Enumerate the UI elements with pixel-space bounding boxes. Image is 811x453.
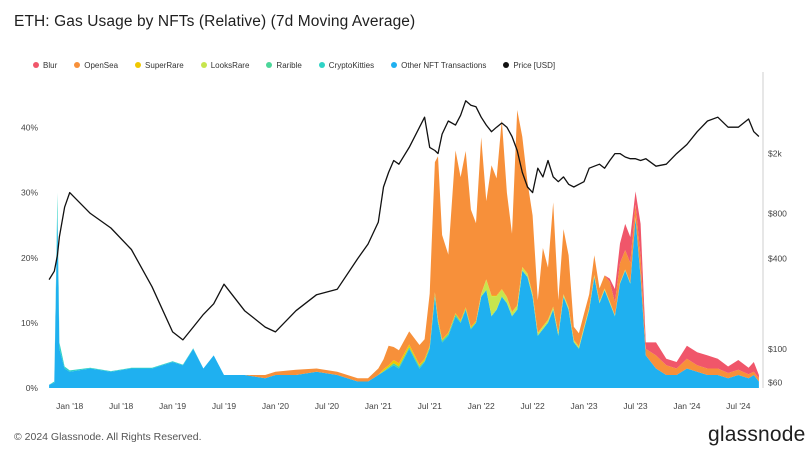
x-tick-label: Jul '21 [418,401,443,411]
y-right-tick-label: $100 [768,344,787,354]
copyright-text: © 2024 Glassnode. All Rights Reserved. [14,431,202,443]
legend-item-rarible[interactable]: Rarible [266,60,302,70]
legend-item-looksrare[interactable]: LooksRare [200,60,250,70]
legend-dot-price [503,62,510,68]
legend-item-blur[interactable]: Blur [33,61,57,70]
legend-item-price[interactable]: Price [USD] [503,61,555,70]
y-left-tick-label: 20% [21,253,38,263]
legend-item-superrare[interactable]: SuperRare [135,61,184,70]
legend-dot-opensea [74,62,81,68]
x-tick-label: Jan '21 [365,401,392,411]
legend-item-cryptokitties[interactable]: CryptoKitties [318,60,375,70]
x-tick-label: Jan '23 [570,401,597,411]
legend-item-other-nft[interactable]: Other NFT Transactions [391,61,486,70]
legend-dot-other-nft [391,62,398,68]
y-right-tick-label: $800 [768,208,787,218]
area-other-nft-transactions [49,212,759,388]
y-right-tick-label: $60 [768,377,782,387]
legend-dot-superrare [135,62,142,68]
y-right-tick-label: $400 [768,254,787,264]
y-left-tick-label: 40% [21,123,38,133]
y-left-tick-label: 30% [21,188,38,198]
x-tick-label: Jan '22 [468,401,495,411]
area-blur [49,110,759,385]
legend-label-price: Price [USD] [513,60,556,70]
x-tick-label: Jul '23 [623,401,648,411]
chart-title: ETH: Gas Usage by NFTs (Relative) (7d Mo… [14,13,416,30]
glassnode-logo: glassnode [708,423,806,446]
chart-legend: Blur OpenSea SuperRare LooksRare Rarible… [33,59,572,71]
x-tick-label: Jan '20 [262,401,289,411]
x-tick-label: Jul '19 [212,401,237,411]
area-superrare [49,192,759,385]
y-left-tick-label: 0% [26,383,39,393]
legend-label-opensea: OpenSea [84,60,119,70]
x-tick-label: Jan '18 [56,401,83,411]
legend-dot-blur [33,62,39,68]
x-tick-label: Jul '22 [520,401,545,411]
legend-dot-looksrare [200,62,207,68]
legend-label-blur: Blur [43,60,58,70]
legend-dot-cryptokitties [318,62,325,68]
legend-label-looksrare: LooksRare [210,60,250,70]
x-tick-label: Jul '18 [109,401,134,411]
x-tick-label: Jan '19 [159,401,186,411]
y-left-tick-label: 10% [21,318,38,328]
legend-label-superrare: SuperRare [145,60,184,70]
legend-label-other-nft: Other NFT Transactions [401,60,487,70]
legend-item-opensea[interactable]: OpenSea [74,61,118,70]
x-tick-label: Jul '24 [726,401,751,411]
legend-dot-rarible [266,62,273,68]
legend-label-cryptokitties: CryptoKitties [328,60,375,70]
price-line [48,100,760,341]
legend-label-rarible: Rarible [276,60,302,70]
x-tick-label: Jan '24 [673,401,700,411]
y-right-tick-label: $2k [768,149,782,159]
x-tick-label: Jul '20 [315,401,340,411]
